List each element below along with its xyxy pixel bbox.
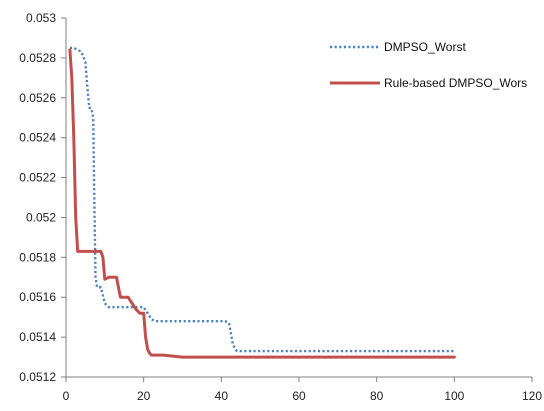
x-tick-label: 40 — [215, 389, 229, 403]
x-tick-label: 0 — [63, 389, 70, 403]
series-line-dmpso-worst — [69, 46, 455, 353]
legend: DMPSO_Worst Rule-based DMPSO_Wors — [330, 40, 527, 90]
x-tick-label: 120 — [522, 389, 542, 403]
y-tick-label: 0.0512 — [19, 370, 56, 384]
x-tick-label: 20 — [137, 389, 151, 403]
legend-label: DMPSO_Worst — [384, 40, 466, 54]
y-tick-label: 0.0518 — [19, 250, 56, 264]
axes: 0.0512 0.0514 0.0516 0.0518 0.052 0.0522 0.052… — [19, 11, 542, 403]
y-tick-label: 0.0526 — [19, 91, 56, 105]
series-layer — [68, 46, 456, 359]
y-tick-label: 0.0514 — [19, 330, 56, 344]
y-tick-label: 0.053 — [26, 11, 56, 25]
y-tick-label: 0.0522 — [19, 171, 56, 185]
x-tick-label: 100 — [444, 389, 464, 403]
y-tick-label: 0.0516 — [19, 290, 56, 304]
series-line-rule-based-dmpso-worst — [68, 48, 456, 359]
x-tick-label: 60 — [292, 389, 306, 403]
y-tick-label: 0.0528 — [19, 51, 56, 65]
y-tick-label: 0.052 — [26, 210, 56, 224]
y-tick-label: 0.0524 — [19, 131, 56, 145]
legend-label: Rule-based DMPSO_Wors — [384, 76, 527, 90]
x-tick-label: 80 — [370, 389, 384, 403]
